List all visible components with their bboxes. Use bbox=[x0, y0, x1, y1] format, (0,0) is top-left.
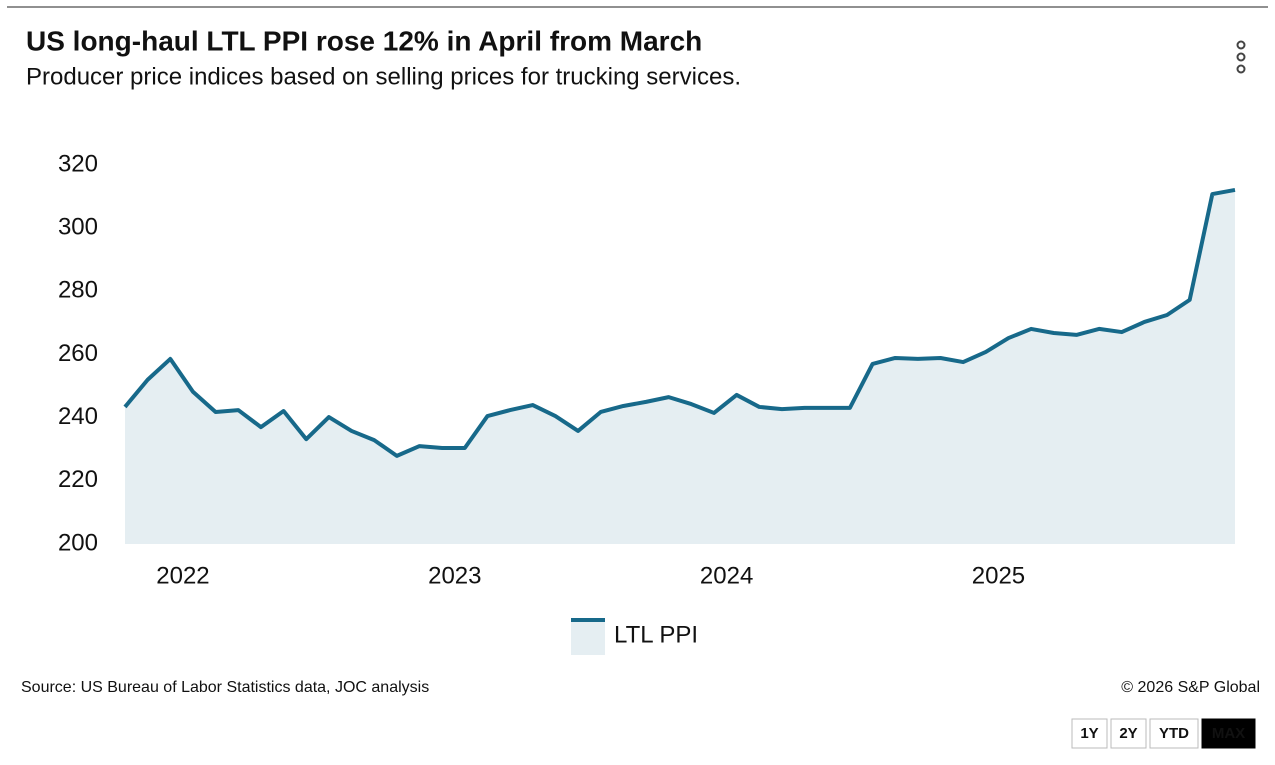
area-fill bbox=[125, 189, 1235, 544]
range-button-label[interactable]: YTD bbox=[1159, 725, 1189, 742]
credit: © 2026 S&P Global bbox=[1121, 679, 1260, 696]
x-tick-label: 2025 bbox=[972, 562, 1025, 589]
y-tick-label: 240 bbox=[58, 403, 98, 430]
menu-button[interactable] bbox=[1236, 40, 1246, 74]
x-tick-label: 2023 bbox=[428, 562, 481, 589]
range-button[interactable] bbox=[1201, 718, 1256, 749]
range-button-label[interactable]: 1Y bbox=[1080, 725, 1098, 742]
y-tick-label: 280 bbox=[58, 277, 98, 304]
line bbox=[123, 187, 1236, 458]
y-tick-label: 200 bbox=[58, 529, 98, 556]
y-tick-label: 300 bbox=[58, 214, 98, 241]
range-button-label[interactable]: 2Y bbox=[1119, 725, 1137, 742]
range-button[interactable] bbox=[1110, 718, 1147, 749]
range-button[interactable] bbox=[1149, 718, 1199, 749]
range-button[interactable] bbox=[1071, 718, 1108, 749]
y-tick-label: 320 bbox=[58, 150, 98, 177]
chart-subtitle: Producer price indices based on selling … bbox=[26, 63, 741, 90]
x-tick-label: 2022 bbox=[156, 562, 209, 589]
range-button-label[interactable]: MAX bbox=[1212, 725, 1245, 742]
y-tick-label: 260 bbox=[58, 340, 98, 367]
x-tick-label: 2024 bbox=[700, 562, 753, 589]
y-tick-label: 220 bbox=[58, 466, 98, 493]
legend-swatch bbox=[571, 620, 605, 655]
legend-label: LTL PPI bbox=[614, 621, 698, 648]
chart-title: US long-haul LTL PPI rose 12% in April f… bbox=[26, 25, 702, 56]
source-note: Source: US Bureau of Labor Statistics da… bbox=[21, 679, 429, 696]
